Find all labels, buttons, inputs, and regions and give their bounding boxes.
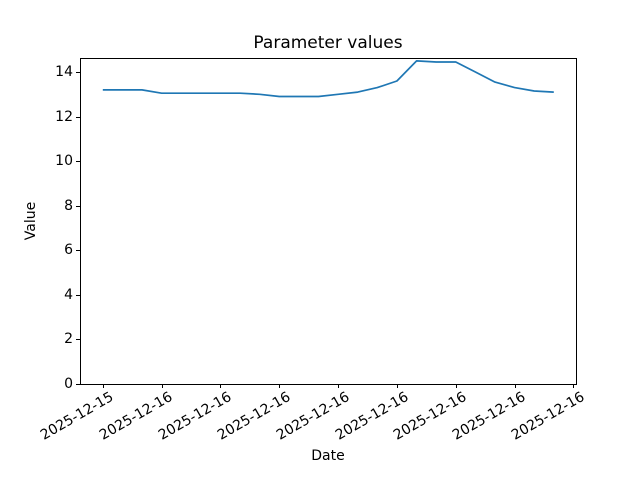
y-tick-label: 2 [64,331,73,348]
line-series [102,60,554,98]
y-tick-label: 4 [64,286,73,303]
y-tick-label: 14 [55,64,73,81]
y-axis-label: Value [23,201,39,241]
y-tick-label: 6 [64,242,73,259]
y-tick-label: 12 [55,108,73,125]
y-tick-label: 8 [64,197,73,214]
chart-title: Parameter values [253,33,403,53]
x-axis-label: Date [311,448,345,464]
axes-frame [80,58,577,385]
y-tick-label: 0 [64,376,73,392]
y-tick-label: 10 [55,153,73,170]
